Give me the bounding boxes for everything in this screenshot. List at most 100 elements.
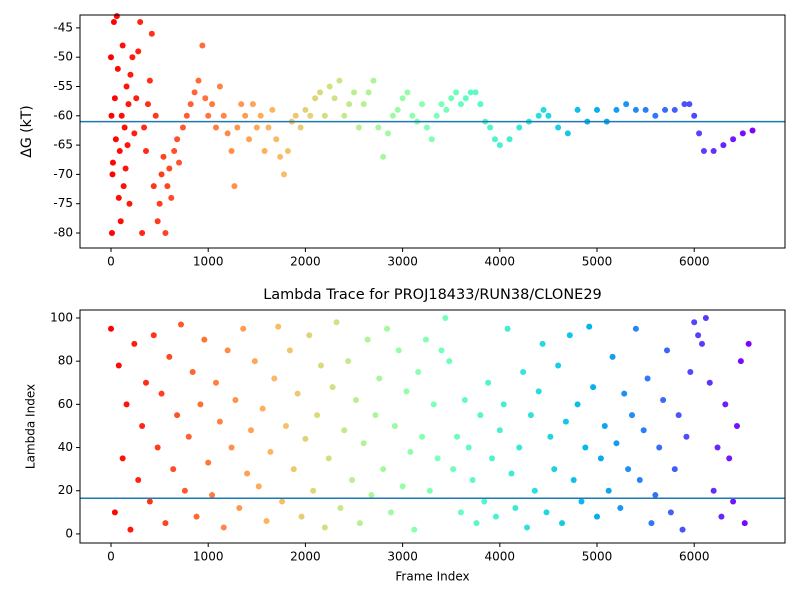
data-point	[144, 101, 151, 108]
data-point	[375, 124, 382, 131]
data-point	[279, 498, 286, 505]
data-point	[113, 13, 120, 20]
data-point	[551, 466, 558, 473]
data-point	[749, 127, 756, 134]
data-point	[349, 476, 356, 483]
data-point	[722, 401, 729, 408]
data-point	[730, 498, 737, 505]
data-point	[115, 362, 122, 369]
data-point	[457, 509, 464, 516]
data-point	[345, 358, 352, 365]
data-point	[430, 401, 437, 408]
data-point	[292, 112, 299, 119]
data-point	[109, 171, 116, 178]
data-point	[177, 321, 184, 328]
data-point	[123, 401, 130, 408]
data-point	[220, 112, 227, 119]
data-point	[329, 384, 336, 391]
data-point	[108, 229, 115, 236]
data-point	[112, 136, 119, 143]
data-point	[617, 505, 624, 512]
data-point	[706, 379, 713, 386]
data-point	[586, 323, 593, 330]
data-point	[356, 520, 363, 527]
data-point	[228, 444, 235, 451]
data-point	[457, 101, 464, 108]
data-point	[454, 433, 461, 440]
data-point	[605, 487, 612, 494]
data-point	[131, 340, 138, 347]
data-point	[126, 200, 133, 207]
data-point	[730, 136, 737, 143]
data-point	[434, 455, 441, 462]
data-point	[321, 112, 328, 119]
data-point	[380, 466, 387, 473]
data-point	[389, 112, 396, 119]
data-point	[179, 124, 186, 131]
data-point	[275, 323, 282, 330]
data-point	[376, 375, 383, 382]
data-point	[648, 520, 655, 527]
data-point	[216, 83, 223, 90]
y-tick-label: -45	[53, 20, 73, 34]
data-point	[326, 83, 333, 90]
data-point	[391, 422, 398, 429]
data-point	[433, 112, 440, 119]
data-point	[141, 124, 148, 131]
data-point	[142, 379, 149, 386]
y-tick-label: -55	[53, 79, 73, 93]
data-point	[438, 101, 445, 108]
x-tick-label: 2000	[290, 255, 321, 269]
data-point	[559, 520, 566, 527]
data-point	[231, 183, 238, 190]
x-tick-label: 1000	[193, 255, 224, 269]
data-point	[122, 165, 129, 172]
axes-frame	[79, 309, 786, 544]
data-point	[176, 159, 183, 166]
data-point	[481, 498, 488, 505]
data-point	[422, 336, 429, 343]
data-point	[271, 375, 278, 382]
data-point	[370, 77, 377, 84]
x-tick-label: 0	[107, 255, 115, 269]
data-point	[346, 101, 353, 108]
data-point	[506, 136, 513, 143]
data-point	[321, 524, 328, 531]
data-point	[195, 77, 202, 84]
x-tick-label: 5000	[582, 550, 613, 564]
x-tick-label: 4000	[485, 255, 516, 269]
data-point	[566, 332, 573, 339]
data-point	[613, 440, 620, 447]
data-point	[423, 124, 430, 131]
data-point	[166, 353, 173, 360]
data-point	[127, 71, 134, 78]
data-point	[385, 130, 392, 137]
x-tick-label: 1000	[193, 550, 224, 564]
data-point	[333, 319, 340, 326]
data-point	[691, 319, 698, 326]
data-point	[247, 427, 254, 434]
data-point	[726, 455, 733, 462]
data-point	[189, 368, 196, 375]
data-point	[242, 112, 249, 119]
data-point	[543, 509, 550, 516]
data-point	[158, 171, 165, 178]
data-point	[160, 153, 167, 160]
data-point	[111, 509, 118, 516]
data-point	[438, 347, 445, 354]
data-point	[380, 153, 387, 160]
data-point	[307, 112, 314, 119]
data-point	[156, 200, 163, 207]
data-point	[629, 412, 636, 419]
data-point	[154, 218, 161, 225]
data-point	[183, 112, 190, 119]
data-point	[240, 325, 247, 332]
x-tick-label: 0	[107, 550, 115, 564]
data-point	[352, 397, 359, 404]
y-tick-label: -75	[53, 196, 73, 210]
data-point	[236, 505, 243, 512]
data-point	[364, 336, 371, 343]
data-point	[297, 124, 304, 131]
data-point	[185, 433, 192, 440]
